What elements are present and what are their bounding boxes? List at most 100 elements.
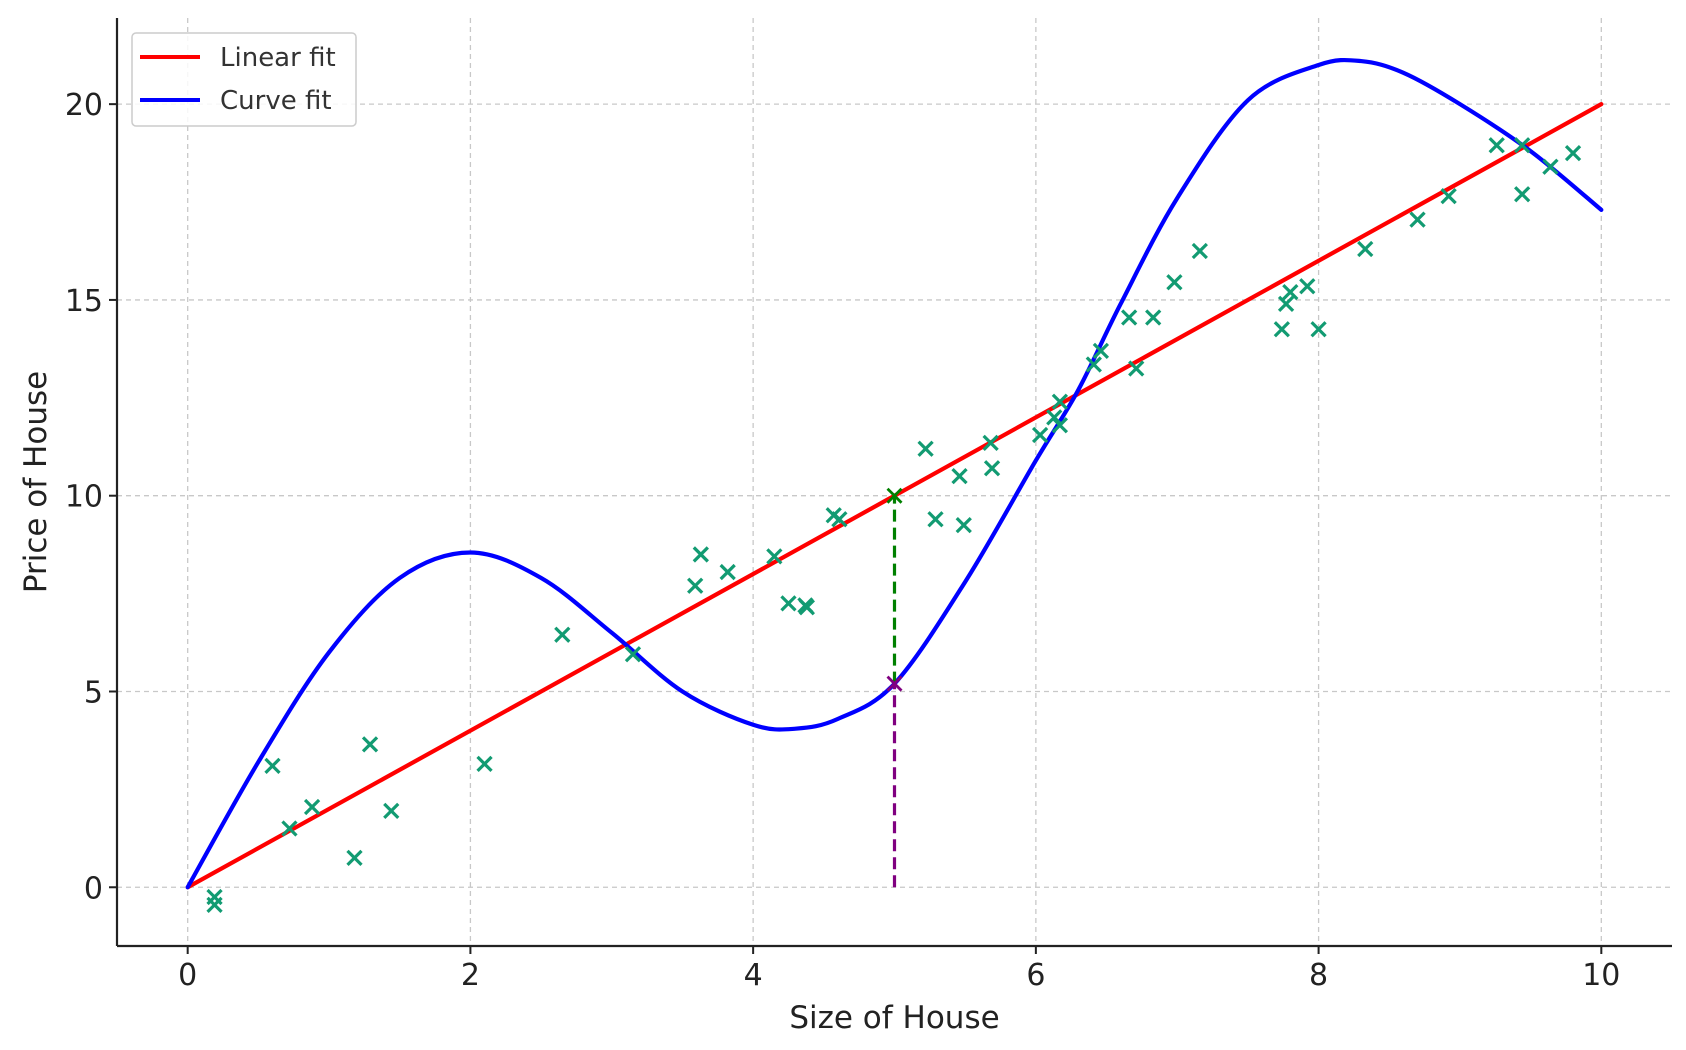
marker-stroke — [264, 757, 281, 775]
marker-stroke — [1310, 321, 1327, 338]
marker-stroke — [1564, 144, 1582, 162]
data-point — [798, 599, 815, 616]
marker-stroke — [983, 460, 1001, 477]
legend-label-linear-fit: Linear fit — [220, 43, 336, 73]
data-point — [1310, 321, 1327, 338]
marker-stroke — [1051, 393, 1069, 410]
data-point — [780, 595, 797, 612]
scatter-points — [206, 137, 1582, 914]
data-point — [554, 626, 571, 643]
marker-stroke — [1031, 426, 1049, 444]
marker-stroke — [719, 563, 736, 581]
data-point — [951, 467, 968, 485]
data-point — [1031, 426, 1049, 444]
data-point — [1128, 360, 1145, 377]
marker-stroke — [692, 546, 709, 563]
marker-stroke — [281, 820, 298, 837]
data-point — [917, 440, 934, 457]
y-tick-label: 20 — [65, 88, 103, 123]
data-point — [361, 736, 379, 753]
data-point — [1051, 393, 1069, 410]
annotations — [886, 487, 903, 888]
marker-stroke — [955, 516, 972, 534]
data-point — [687, 577, 704, 594]
data-point — [1277, 295, 1295, 312]
marker-stroke — [1409, 211, 1426, 228]
x-tick-label: 2 — [461, 958, 480, 993]
series-line-curve-fit — [185, 57, 1604, 890]
y-tick-label: 10 — [65, 480, 103, 515]
data-point — [1121, 309, 1138, 326]
data-point — [1145, 309, 1162, 326]
axes — [109, 18, 1672, 954]
marker-stroke — [1145, 309, 1162, 326]
data-point — [346, 849, 363, 867]
y-tick-label: 0 — [84, 871, 103, 906]
series-lines — [185, 57, 1604, 890]
x-tick-label: 10 — [1582, 958, 1620, 993]
data-point — [1514, 186, 1531, 203]
data-point — [831, 511, 848, 528]
x-tick-label: 8 — [1309, 958, 1328, 993]
data-point — [1191, 242, 1208, 260]
highlight-marker — [886, 675, 903, 692]
marker-stroke — [927, 511, 944, 528]
x-tick-label: 0 — [178, 958, 197, 993]
legend: Linear fit Curve fit — [131, 32, 357, 127]
marker-stroke — [886, 487, 903, 504]
data-point — [1564, 144, 1582, 162]
data-point — [1440, 188, 1457, 205]
data-point — [983, 460, 1001, 477]
data-point — [955, 516, 972, 534]
marker-stroke — [831, 511, 848, 528]
marker-stroke — [303, 798, 321, 816]
marker-stroke — [780, 595, 797, 612]
data-point — [719, 563, 736, 581]
marker-stroke — [1514, 186, 1531, 203]
marker-stroke — [346, 849, 363, 867]
data-point — [303, 798, 321, 816]
marker-stroke — [1488, 137, 1505, 154]
tick-labels: 0 2 4 6 8 10 0 5 10 15 20 — [65, 88, 1621, 993]
data-point — [1092, 342, 1110, 359]
marker-stroke — [1051, 417, 1069, 434]
data-point — [281, 820, 298, 837]
data-point — [1273, 321, 1290, 338]
marker-stroke — [1514, 137, 1531, 154]
data-point — [476, 755, 493, 773]
data-point — [624, 646, 642, 663]
marker-stroke — [1357, 240, 1374, 258]
marker-stroke — [554, 626, 571, 643]
data-point — [1166, 274, 1183, 291]
marker-stroke — [361, 736, 379, 753]
data-point — [1051, 417, 1069, 434]
marker-stroke — [624, 646, 642, 663]
marker-stroke — [476, 755, 493, 773]
x-tick-label: 4 — [744, 958, 763, 993]
marker-stroke — [383, 802, 400, 820]
data-point — [1085, 356, 1102, 373]
data-point — [927, 511, 944, 528]
x-tick-label: 6 — [1026, 958, 1045, 993]
marker-stroke — [982, 434, 999, 451]
data-point — [1542, 158, 1559, 175]
y-tick-label: 15 — [65, 284, 103, 319]
data-point — [1282, 283, 1299, 301]
highlight-marker — [886, 487, 903, 504]
marker-stroke — [798, 599, 815, 616]
marker-stroke — [1440, 188, 1457, 205]
marker-stroke — [1299, 278, 1316, 295]
data-point — [1514, 137, 1531, 154]
marker-stroke — [1128, 360, 1145, 377]
marker-stroke — [687, 577, 704, 594]
marker-stroke — [886, 675, 903, 692]
data-point — [206, 896, 223, 914]
marker-stroke — [1191, 242, 1208, 260]
marker-stroke — [917, 440, 934, 457]
legend-label-curve-fit: Curve fit — [220, 86, 332, 116]
marker-stroke — [766, 548, 783, 565]
data-point — [1409, 211, 1426, 228]
data-point — [383, 802, 400, 820]
